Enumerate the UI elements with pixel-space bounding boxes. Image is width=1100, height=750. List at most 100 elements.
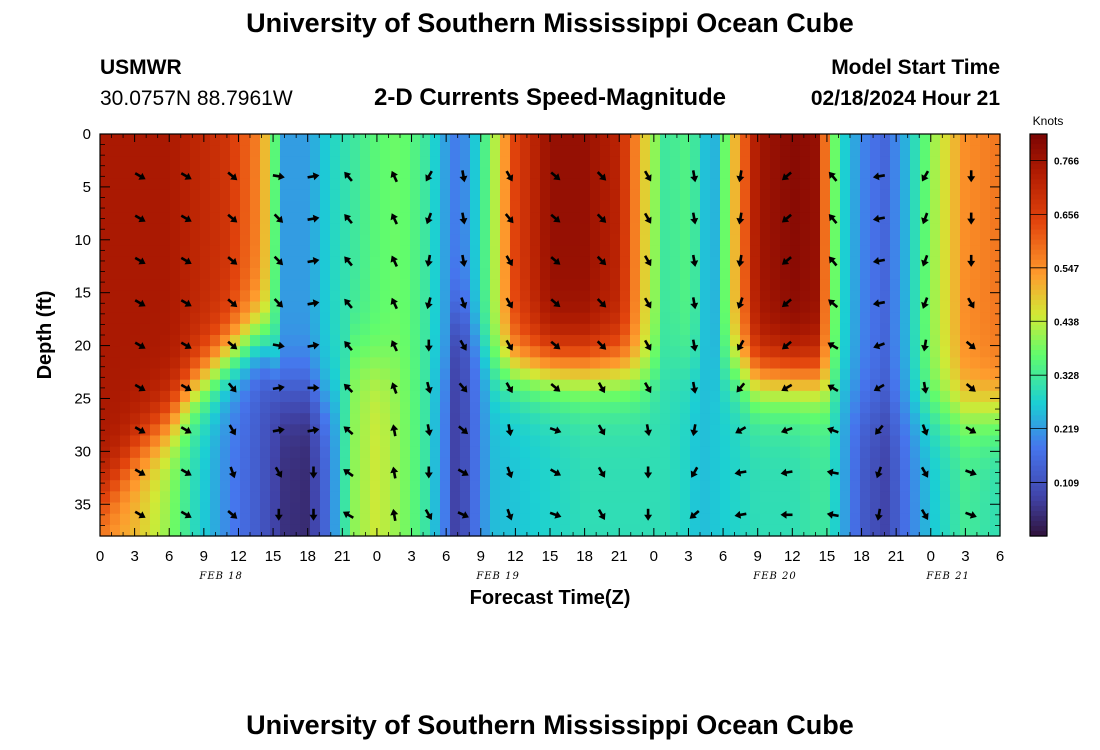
heatmap-cell: [560, 256, 571, 269]
current-vector-arrow: [424, 424, 433, 437]
heatmap-cell: [930, 223, 941, 236]
heatmap-cell: [120, 413, 131, 425]
station-id: USMWR: [100, 56, 182, 79]
heatmap-cell: [820, 379, 831, 392]
heatmap-cell: [850, 435, 861, 448]
heatmap-cell: [340, 491, 351, 504]
heatmap-cell: [520, 413, 531, 425]
heatmap-cell: [680, 390, 691, 403]
heatmap-cell: [930, 279, 941, 291]
heatmap-cell: [500, 178, 511, 191]
heatmap-cell: [880, 513, 891, 526]
heatmap-cell: [790, 301, 801, 314]
heatmap-cell: [790, 145, 801, 157]
heatmap-cell: [320, 156, 331, 169]
heatmap-cell: [490, 368, 501, 381]
heatmap-cell: [720, 491, 731, 504]
heatmap-cell: [590, 513, 601, 526]
current-vector-arrow: [550, 171, 561, 181]
heatmap-cell: [340, 446, 351, 459]
heatmap-cell: [420, 379, 431, 392]
heatmap-cell: [160, 457, 171, 470]
heatmap-cell: [390, 134, 401, 146]
heatmap-cell: [870, 156, 881, 169]
heatmap-cell: [150, 469, 161, 481]
heatmap-cell: [220, 368, 231, 381]
heatmap-cell: [350, 413, 361, 425]
heatmap-cell: [890, 134, 901, 146]
heatmap-cell: [420, 145, 431, 157]
heatmap-cell: [840, 189, 851, 202]
heatmap-cell: [550, 390, 561, 403]
heatmap-cell: [320, 513, 331, 526]
heatmap-cell: [450, 256, 461, 269]
heatmap-cell: [250, 368, 261, 381]
current-vectors: [134, 170, 977, 522]
current-vector-arrow: [425, 170, 433, 182]
heatmap-cell: [110, 323, 121, 336]
heatmap-cell: [340, 290, 351, 303]
heatmap-cell: [350, 357, 361, 370]
heatmap-cell: [990, 245, 1001, 258]
heatmap-cell: [430, 323, 441, 336]
heatmap-cell: [470, 178, 481, 191]
heatmap-cell: [750, 189, 761, 202]
heatmap-cell: [850, 390, 861, 403]
heatmap-cell: [300, 156, 311, 169]
heatmap-cell: [600, 312, 611, 325]
arrow-head: [690, 175, 699, 183]
heatmap-cell: [250, 402, 261, 414]
heatmap-cell: [600, 424, 611, 437]
heatmap-cell: [350, 167, 361, 180]
heatmap-cell: [510, 502, 521, 515]
heatmap-cell: [700, 323, 711, 336]
heatmap-cell: [110, 368, 121, 381]
current-vector-arrow: [550, 213, 561, 223]
colorbar-tick-label: 0.547: [1054, 264, 1079, 275]
heatmap-cell: [350, 212, 361, 224]
heatmap-cell: [620, 491, 631, 504]
heatmap-cell: [990, 402, 1001, 414]
heatmap-cell: [360, 390, 371, 403]
heatmap-cell: [290, 301, 301, 314]
heatmap-cell: [170, 234, 181, 247]
heatmap-cell: [250, 290, 261, 303]
current-vector-arrow: [343, 469, 354, 478]
heatmap-cell: [510, 279, 521, 291]
heatmap-cell: [980, 323, 991, 336]
heatmap-cell: [690, 279, 701, 291]
heatmap-cell: [150, 480, 161, 492]
heatmap-cell: [630, 145, 641, 157]
heatmap-cell: [830, 513, 841, 526]
heatmap-cell: [230, 413, 241, 425]
heatmap-cell: [690, 268, 701, 280]
heatmap-cell: [280, 357, 291, 370]
heatmap-cell: [740, 156, 751, 169]
heatmap-cell: [160, 268, 171, 280]
arrow-head: [827, 342, 835, 349]
heatmap-cell: [980, 268, 991, 280]
heatmap-cell: [530, 256, 541, 269]
heatmap-cell: [350, 290, 361, 303]
heatmap-cell: [700, 189, 711, 202]
heatmap-cell: [160, 424, 171, 437]
heatmap-cell: [460, 390, 471, 403]
heatmap-cell: [270, 435, 281, 448]
heatmap-cell: [340, 301, 351, 314]
heatmap-cell: [400, 212, 411, 224]
heatmap-cell: [680, 189, 691, 202]
heatmap-cell: [910, 469, 921, 481]
heatmap-cell: [790, 357, 801, 370]
heatmap-cell: [360, 402, 371, 414]
heatmap-cell: [710, 156, 721, 169]
heatmap-cell: [680, 491, 691, 504]
heatmap-cell: [410, 268, 421, 280]
heatmap-cell: [120, 491, 131, 504]
current-vector-arrow: [690, 424, 699, 437]
heatmap-cell: [880, 256, 891, 269]
colorbar-segment: [1030, 309, 1047, 316]
heatmap-cell: [490, 201, 501, 213]
heatmap-cell: [200, 502, 211, 515]
heatmap-cell: [730, 368, 741, 381]
heatmap-cell: [180, 480, 191, 492]
